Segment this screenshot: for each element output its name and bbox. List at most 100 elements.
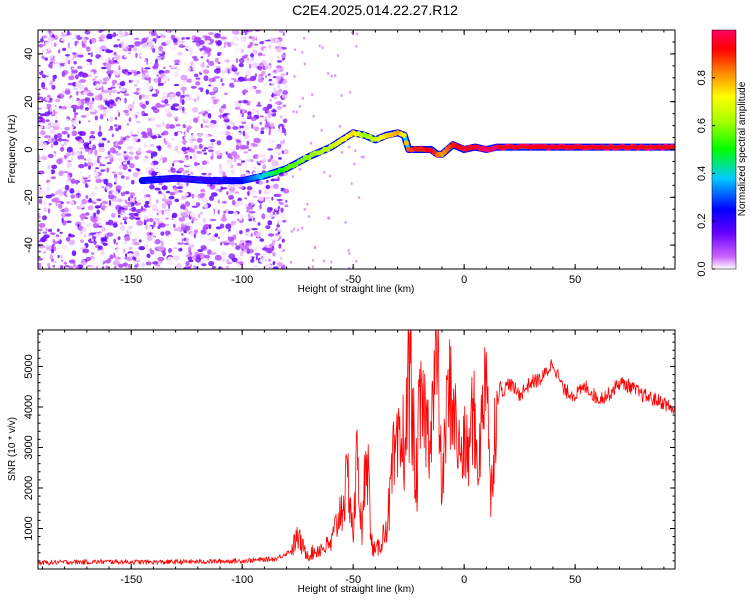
noise-speck [251, 116, 257, 122]
noise-speck [234, 191, 240, 194]
noise-speck [172, 162, 175, 167]
noise-speck [145, 261, 152, 266]
noise-speck [165, 39, 171, 45]
noise-speck [154, 239, 161, 245]
noise-speck [284, 222, 288, 227]
noise-speck [185, 132, 191, 136]
noise-speck [200, 229, 207, 235]
noise-speck [133, 241, 140, 246]
noise-speck [98, 39, 105, 42]
x-tick-label: -150 [120, 574, 142, 586]
noise-speck [73, 262, 76, 268]
noise-speck [273, 86, 276, 92]
noise-speck [282, 43, 288, 46]
noise-speck [280, 207, 284, 213]
noise-speck [166, 30, 171, 33]
noise-speck [73, 119, 79, 125]
noise-speck [86, 162, 94, 167]
noise-speck [124, 191, 130, 195]
noise-speck [180, 204, 186, 210]
noise-speck [313, 246, 316, 250]
noise-speck [212, 111, 215, 114]
noise-speck [248, 63, 252, 69]
noise-speck [257, 78, 264, 83]
noise-speck [69, 188, 75, 194]
noise-speck [80, 203, 84, 207]
noise-speck [131, 238, 137, 242]
noise-speck [150, 162, 154, 166]
noise-speck [39, 130, 46, 136]
noise-speck [97, 131, 103, 137]
noise-speck [217, 149, 221, 152]
noise-speck [111, 198, 117, 202]
noise-speck [243, 133, 249, 140]
noise-speck [173, 46, 177, 50]
noise-speck [155, 199, 159, 204]
noise-speck [96, 217, 103, 222]
noise-speck [101, 85, 104, 91]
noise-speck [156, 209, 163, 215]
noise-speck [336, 54, 340, 57]
noise-speck [266, 81, 270, 87]
noise-speck [65, 179, 70, 184]
noise-speck [164, 69, 170, 74]
noise-speck [265, 180, 269, 183]
noise-speck [146, 235, 153, 242]
noise-speck [222, 103, 226, 110]
noise-speck [253, 126, 260, 132]
noise-speck [177, 226, 181, 231]
noise-speck [100, 219, 106, 225]
noise-speck [252, 188, 256, 194]
noise-speck [61, 71, 66, 77]
noise-speck [178, 105, 183, 110]
noise-speck [113, 51, 117, 56]
noise-speck [148, 210, 155, 217]
noise-speck [221, 232, 225, 237]
noise-speck [191, 255, 196, 260]
noise-speck [258, 117, 262, 122]
noise-speck [184, 170, 189, 174]
noise-speck [64, 63, 68, 67]
noise-speck [106, 167, 110, 173]
noise-speck [236, 140, 242, 143]
noise-speck [209, 195, 214, 201]
noise-speck [197, 113, 202, 117]
noise-speck [120, 225, 126, 231]
noise-speck [60, 186, 66, 191]
noise-speck [211, 96, 217, 99]
noise-speck [38, 228, 43, 232]
noise-speck [211, 265, 216, 269]
noise-speck [178, 208, 185, 213]
noise-speck [73, 87, 79, 91]
noise-speck [125, 253, 128, 258]
noise-speck [76, 265, 80, 269]
noise-speck [263, 41, 267, 47]
noise-speck [91, 217, 97, 223]
noise-speck [97, 155, 100, 161]
noise-speck [39, 72, 43, 75]
noise-speck [251, 163, 254, 170]
noise-speck [219, 51, 222, 56]
noise-speck [196, 137, 203, 143]
noise-speck [157, 256, 165, 261]
noise-speck [281, 150, 285, 154]
noise-speck [89, 232, 96, 235]
noise-speck [360, 155, 363, 159]
noise-speck [311, 265, 314, 269]
noise-speck [45, 194, 52, 199]
noise-speck [149, 144, 155, 147]
noise-speck [128, 246, 133, 250]
noise-speck [126, 40, 129, 47]
noise-speck [84, 83, 91, 86]
noise-speck [137, 147, 142, 153]
noise-speck [70, 178, 76, 184]
noise-speck [38, 198, 43, 204]
noise-speck [340, 150, 344, 154]
noise-speck [158, 190, 162, 195]
noise-speck [255, 37, 258, 41]
noise-speck [210, 166, 218, 173]
noise-speck [116, 152, 122, 156]
noise-speck [42, 251, 48, 254]
noise-speck [92, 235, 95, 240]
noise-speck [184, 113, 189, 117]
